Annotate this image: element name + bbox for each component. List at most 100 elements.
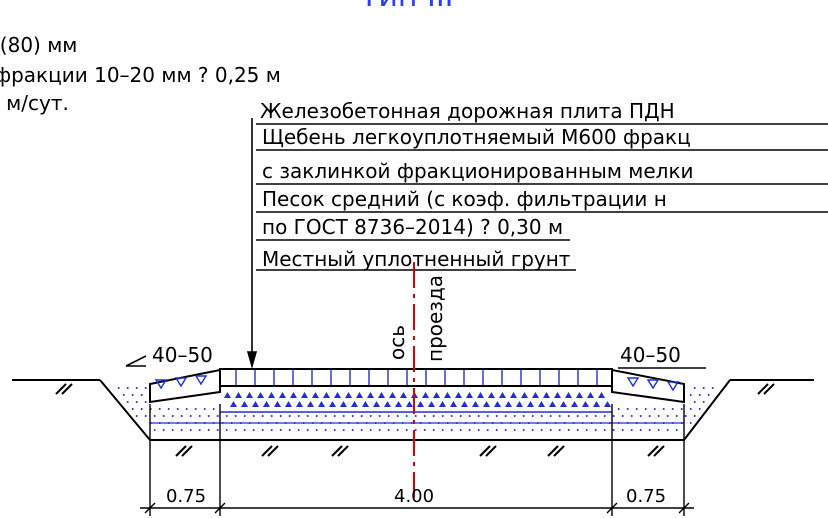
sand-dot	[135, 401, 138, 403]
sand-dot	[189, 415, 192, 417]
sand-dot	[144, 401, 147, 403]
sand-dot	[198, 415, 201, 417]
sand-dot	[576, 415, 579, 417]
sand-dot	[558, 415, 561, 417]
stone-symbol	[510, 392, 517, 398]
sand-dot	[360, 429, 363, 431]
sand-dot	[167, 408, 170, 410]
stone-symbol	[494, 401, 501, 407]
sand-dot	[549, 429, 552, 431]
sand-dot	[675, 429, 678, 431]
sand-dot	[288, 415, 291, 417]
sand-dot	[216, 415, 219, 417]
sand-dot	[261, 429, 264, 431]
sand-dot	[477, 415, 480, 417]
excavation-outline	[99, 379, 731, 441]
stone-symbol	[257, 392, 264, 398]
stone-symbol	[604, 401, 611, 407]
stone-symbol	[516, 401, 523, 407]
sand-dot	[207, 429, 210, 431]
sand-dot	[243, 429, 246, 431]
stone-symbol	[598, 392, 605, 398]
stone-symbol	[428, 401, 435, 407]
sand-dot	[635, 408, 638, 410]
sand-dot	[693, 387, 696, 389]
sand-dot	[162, 415, 165, 417]
sand-dot	[522, 429, 525, 431]
sand-dot	[653, 408, 656, 410]
callout-gost: по ГОСТ 8736–2014) ? 0,30 м	[262, 215, 563, 239]
stone-symbol	[521, 392, 528, 398]
stone-symbol	[455, 392, 462, 398]
left-note-1: )(80) мм	[0, 33, 77, 57]
sand-dot	[297, 415, 300, 417]
stone-symbol	[417, 401, 424, 407]
sand-dot	[585, 429, 588, 431]
stone-symbol	[246, 392, 253, 398]
sand-dot	[693, 415, 696, 417]
sand-dot	[135, 387, 138, 389]
sand-dot	[671, 408, 674, 410]
sand-dot	[396, 429, 399, 431]
sand-dot	[387, 415, 390, 417]
stone-symbol	[345, 392, 352, 398]
stone-symbol	[378, 392, 385, 398]
sand-dot	[140, 394, 143, 396]
sand-dot	[315, 415, 318, 417]
stone-symbol	[565, 392, 572, 398]
crushed-stone-layer	[220, 385, 612, 413]
stone-symbol	[252, 401, 259, 407]
sand-dot	[603, 429, 606, 431]
sand-dot	[194, 408, 197, 410]
layer-callouts: Железобетонная дорожная плита ПДН Щебень…	[246, 99, 828, 369]
sand-dot	[432, 415, 435, 417]
stone-symbol	[323, 392, 330, 398]
sand-dot	[405, 429, 408, 431]
sand-dot	[180, 429, 183, 431]
sand-dot	[612, 429, 615, 431]
sand-dot	[626, 408, 629, 410]
sand-dot	[180, 415, 183, 417]
sand-dot	[342, 415, 345, 417]
stone-symbol	[356, 392, 363, 398]
stone-symbol	[538, 401, 545, 407]
sand-dot	[234, 429, 237, 431]
sand-dot	[486, 415, 489, 417]
dim-right: 0.75	[626, 486, 666, 507]
stone-symbol	[488, 392, 495, 398]
sand-dot	[185, 408, 188, 410]
sand-dot	[252, 415, 255, 417]
sand-dot	[153, 415, 156, 417]
stone-symbol	[296, 401, 303, 407]
sand-dot	[468, 429, 471, 431]
sand-dot	[594, 415, 597, 417]
stone-symbol	[367, 392, 374, 398]
stone-symbol	[560, 401, 567, 407]
sand-dot	[279, 429, 282, 431]
svg-text:40–50: 40–50	[620, 343, 681, 367]
sand-dot	[630, 429, 633, 431]
sand-dot	[171, 429, 174, 431]
callout-leaders	[246, 118, 828, 369]
sand-dot	[315, 429, 318, 431]
sand-dot	[351, 415, 354, 417]
sand-dot	[531, 429, 534, 431]
dimension-lines	[140, 404, 694, 516]
stone-symbol	[279, 392, 286, 398]
stone-symbol	[389, 392, 396, 398]
sand-dot	[648, 415, 651, 417]
sand-dot	[378, 429, 381, 431]
sand-dot	[531, 415, 534, 417]
sand-dot	[279, 415, 282, 417]
sand-dot	[135, 415, 138, 417]
stone-symbol	[422, 392, 429, 398]
sand-dot	[387, 429, 390, 431]
callout-wedging: с заклинкой фракционированным мелки	[262, 159, 694, 183]
sand-dot	[158, 408, 161, 410]
stone-symbol	[329, 401, 336, 407]
sand-dot	[131, 394, 134, 396]
sand-dot	[414, 429, 417, 431]
sand-dot	[225, 415, 228, 417]
stone-symbol	[235, 392, 242, 398]
sand-dot	[144, 387, 147, 389]
